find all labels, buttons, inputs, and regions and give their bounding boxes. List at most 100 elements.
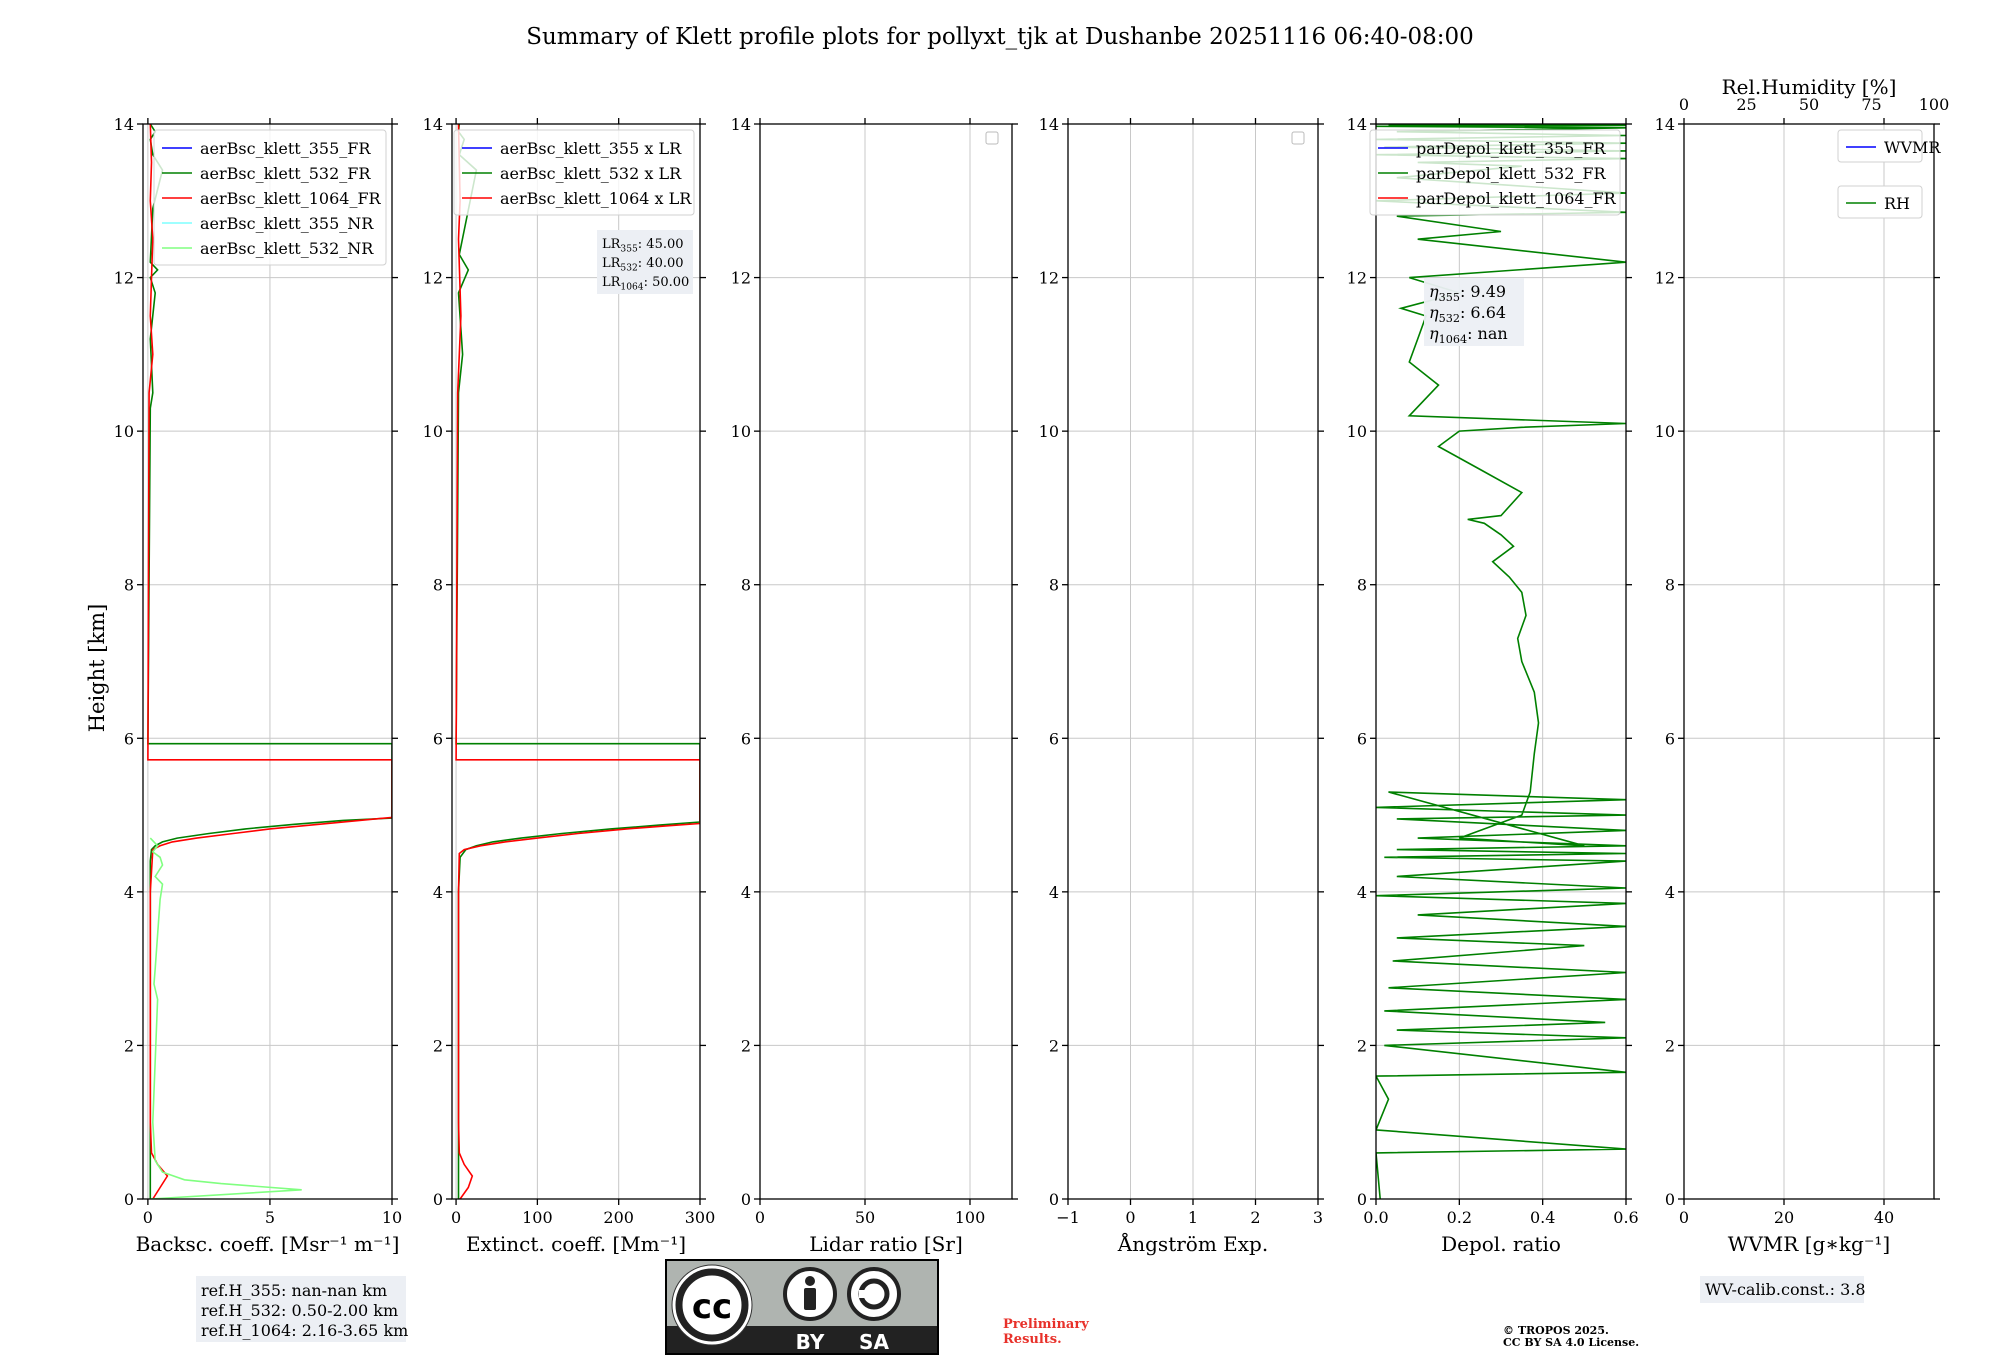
- y-tick-label: 14: [1347, 115, 1367, 134]
- y-tick-label: 4: [433, 883, 443, 902]
- y-tick-label: 6: [433, 729, 443, 748]
- x-tick-label: 100: [955, 1208, 986, 1227]
- plot-frame: [1375, 123, 1627, 1200]
- empty-legend-box: [985, 131, 999, 145]
- panel-depol: 0.0 0.2 0.4 0.6 0 2 4 6 8 10 12 14 Depol. ratio parDe…: [1347, 115, 1639, 1256]
- x-axis-label: Lidar ratio [Sr]: [809, 1232, 963, 1256]
- x-tick-label: 0: [1679, 1208, 1689, 1227]
- y-tick-label: 6: [1049, 729, 1059, 748]
- legend-label: aerBsc_klett_355_FR: [200, 139, 371, 158]
- x-axis-label: Backsc. coeff. [Msr⁻¹ m⁻¹]: [136, 1232, 400, 1256]
- x-tick-label: 40: [1874, 1208, 1894, 1227]
- y-tick-label: 6: [741, 729, 751, 748]
- x-tick-label: 200: [603, 1208, 634, 1227]
- top-tick-label: 25: [1736, 95, 1756, 114]
- eta-line: η1064: nan: [1429, 324, 1508, 346]
- series-line-aerBsc_klett_532_NR: [149, 837, 302, 1199]
- eta-box: [1424, 278, 1524, 346]
- top-tick-label: 75: [1861, 95, 1881, 114]
- x-tick-label: 1: [1188, 1208, 1198, 1227]
- y-tick-label: 12: [1655, 269, 1675, 288]
- x-tick-label: 0: [1125, 1208, 1135, 1227]
- y-tick-label: 8: [124, 576, 134, 595]
- legend-label: aerBsc_klett_532_FR: [200, 164, 371, 183]
- legend-label: parDepol_klett_1064_FR: [1416, 189, 1617, 208]
- legend-box: [1837, 185, 1923, 219]
- legend-label: aerBsc_klett_355_NR: [200, 214, 374, 233]
- x-tick-label: 0: [755, 1208, 765, 1227]
- plot-frame: [1683, 123, 1935, 1200]
- y-tick-label: 0: [741, 1190, 751, 1209]
- eta-line: η532: 6.64: [1429, 303, 1506, 325]
- top-tick-label: 0: [1679, 95, 1689, 114]
- series-line-aerBsc_klett_1064 x LR: [455, 124, 700, 1199]
- panel-backscatter: 0 5 10 0 2 4 6 8 10 12 14 Backsc. coeff. [Msr⁻¹ m⁻¹…: [114, 115, 403, 1256]
- y-tick-label: 12: [1347, 269, 1367, 288]
- legend-box: [1369, 129, 1621, 216]
- by-person-icon: [783, 1267, 837, 1321]
- y-tick-label: 8: [741, 576, 751, 595]
- y-tick-label: 10: [114, 422, 134, 441]
- legend-label: aerBsc_klett_1064_FR: [200, 189, 382, 208]
- y-tick-label: 2: [1049, 1036, 1059, 1055]
- x-tick-label: 0: [143, 1208, 153, 1227]
- legend: aerBsc_klett_355_FR aerBsc_klett_532_FRae…: [153, 129, 387, 266]
- legend-label: aerBsc_klett_355 x LR: [500, 139, 682, 158]
- legend-label: aerBsc_klett_1064 x LR: [500, 189, 692, 208]
- x-tick-label: 0: [451, 1208, 461, 1227]
- y-tick-label: 2: [1357, 1036, 1367, 1055]
- y-tick-label: 12: [731, 269, 751, 288]
- ref-h-532: ref.H_532: 0.50-2.00 km: [201, 1301, 398, 1320]
- wv-calib-box: WV-calib.const.: 3.8: [1700, 1276, 1866, 1303]
- x-axis-label: WVMR [g∗kg⁻¹]: [1728, 1232, 1890, 1256]
- lidar-ratio-line: LR1064: 50.00: [602, 275, 689, 292]
- y-axis-label: Height [km]: [85, 604, 109, 733]
- y-tick-label: 4: [1357, 883, 1367, 902]
- legend: parDepol_klett_355_FR parDepol_klett_532_…: [1369, 129, 1621, 216]
- y-tick-label: 8: [433, 576, 443, 595]
- reference-height-box: ref.H_355: nan-nan km ref.H_532: 0.50-2.…: [196, 1276, 408, 1342]
- legend-label: RH: [1884, 194, 1910, 213]
- figure-title: Summary of Klett profile plots for polly…: [526, 24, 1474, 50]
- plot-frame: [142, 123, 393, 1200]
- x-tick-label: −1: [1056, 1208, 1080, 1227]
- legend-box: [153, 129, 387, 266]
- y-tick-label: 4: [1049, 883, 1059, 902]
- plot-frame: [451, 123, 701, 1200]
- y-tick-label: 14: [1039, 115, 1059, 134]
- lidar-ratio-line: LR355: 45.00: [602, 237, 684, 254]
- y-tick-label: 10: [731, 422, 751, 441]
- legend-RH: RH: [1837, 185, 1923, 219]
- cc-badge-text: cc: [692, 1287, 732, 1327]
- y-tick-label: 2: [124, 1036, 134, 1055]
- lidar-ratio-annotation: LR355: 45.00 LR532: 40.00 LR1064: 50.00: [597, 230, 693, 294]
- y-tick-label: 0: [1357, 1190, 1367, 1209]
- ref-h-355: ref.H_355: nan-nan km: [201, 1281, 387, 1300]
- x-tick-label: 0.2: [1447, 1208, 1472, 1227]
- panel-lidar_ratio: 0 50 100 0 2 4 6 8 10 12 14 Lidar ratio [Sr]: [731, 115, 1018, 1256]
- cc-license-badge: cc BY SA: [665, 1259, 939, 1355]
- x-axis-label: Depol. ratio: [1441, 1232, 1561, 1256]
- copyright-line-1: © TROPOS 2025.: [1503, 1324, 1609, 1337]
- cc-sa-label: SA: [859, 1330, 889, 1354]
- y-tick-label: 10: [1655, 422, 1675, 441]
- legend-label: WVMR: [1884, 138, 1941, 157]
- plot-frame: [759, 123, 1013, 1200]
- y-tick-label: 4: [1665, 883, 1675, 902]
- top-tick-label: 100: [1919, 95, 1950, 114]
- x-tick-label: 10: [382, 1208, 402, 1227]
- y-tick-label: 4: [741, 883, 751, 902]
- x-tick-label: 0.0: [1363, 1208, 1388, 1227]
- x-tick-label: 300: [685, 1208, 716, 1227]
- legend-box: [453, 129, 695, 216]
- x-axis-label: Ångström Exp.: [1117, 1231, 1268, 1256]
- y-tick-label: 12: [1039, 269, 1059, 288]
- y-tick-label: 14: [423, 115, 443, 134]
- legend: aerBsc_klett_355 x LR aerBsc_klett_532 x …: [453, 129, 695, 216]
- legend-box: [1837, 129, 1923, 163]
- y-tick-label: 12: [114, 269, 134, 288]
- legend-label: parDepol_klett_355_FR: [1416, 139, 1607, 158]
